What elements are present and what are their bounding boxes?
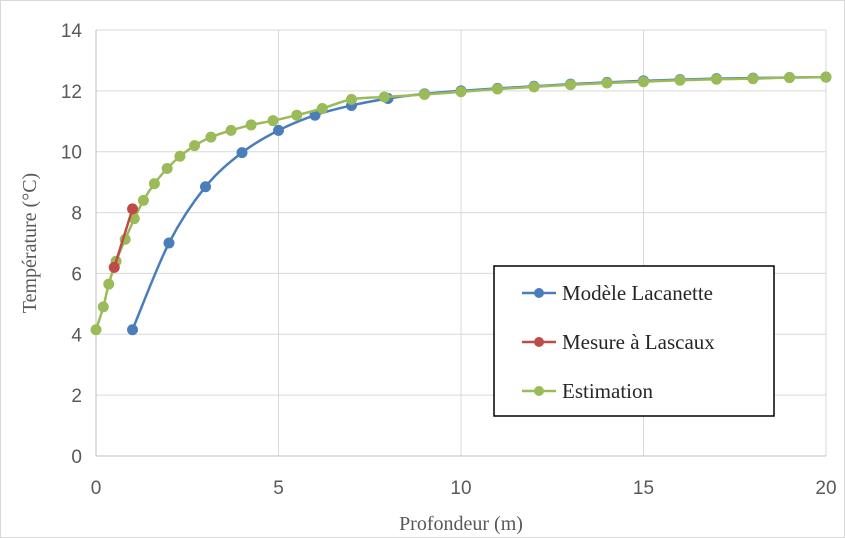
data-point <box>127 203 138 215</box>
data-point <box>236 147 248 159</box>
legend-label: Modèle Lacanette <box>562 281 713 305</box>
data-point <box>161 162 173 174</box>
data-point <box>674 74 686 86</box>
data-point <box>565 79 576 91</box>
y-tick-label: 0 <box>71 447 82 468</box>
x-tick-label: 10 <box>450 478 471 499</box>
legend-label: Estimation <box>562 379 653 403</box>
data-point <box>103 278 115 290</box>
data-point <box>245 119 257 131</box>
tick-labels: 0 2 4 6 8 10 12 14 0 5 10 15 20 <box>61 21 837 499</box>
data-point <box>108 261 120 273</box>
data-point <box>267 115 279 127</box>
y-tick-label: 8 <box>71 204 82 225</box>
data-point <box>638 76 649 88</box>
legend: Modèle Lacanette Mesure à Lascaux Estimati… <box>493 265 775 417</box>
y-tick-label: 10 <box>61 143 82 164</box>
axes <box>95 30 826 457</box>
data-point <box>711 73 722 85</box>
data-point <box>148 178 160 190</box>
data-point <box>747 73 759 85</box>
data-point <box>189 140 201 152</box>
data-point <box>174 150 186 162</box>
series-line <box>113 208 134 268</box>
data-point <box>820 71 832 83</box>
data-point <box>90 324 102 336</box>
legend-marker <box>534 288 544 298</box>
legend-label: Mesure à Lascaux <box>562 330 715 354</box>
data-point <box>528 81 540 93</box>
y-tick-label: 4 <box>71 325 82 346</box>
data-point <box>419 89 430 101</box>
y-tick-label: 6 <box>71 264 82 285</box>
series-mesure-a-lascaux <box>108 203 138 273</box>
data-point <box>273 124 284 136</box>
y-axis-title: Température (°C) <box>19 173 41 313</box>
data-point <box>127 324 138 336</box>
data-point <box>200 181 211 193</box>
data-point <box>97 301 109 313</box>
series-layer <box>90 71 832 336</box>
data-point <box>137 194 149 206</box>
data-point <box>784 71 795 83</box>
series-estimation <box>90 71 832 336</box>
y-tick-label: 14 <box>61 21 83 42</box>
x-tick-label: 0 <box>91 478 102 499</box>
legend-marker <box>534 337 544 347</box>
legend-marker <box>534 386 544 396</box>
data-point <box>378 91 390 103</box>
legend-entry: Mesure à Lascaux <box>522 330 715 354</box>
x-tick-label: 15 <box>633 478 654 499</box>
y-tick-label: 12 <box>61 82 82 103</box>
data-point <box>492 83 503 95</box>
data-point <box>163 237 175 249</box>
data-point <box>346 93 357 105</box>
x-axis-title: Profondeur (m) <box>399 513 523 535</box>
y-tick-label: 2 <box>71 386 82 407</box>
data-point <box>455 86 467 98</box>
data-point <box>205 131 217 143</box>
data-point <box>601 77 613 89</box>
data-point <box>291 109 303 121</box>
data-point <box>225 124 237 136</box>
x-tick-label: 20 <box>815 478 836 499</box>
legend-entry: Modèle Lacanette <box>522 281 713 305</box>
data-point <box>316 103 328 115</box>
x-tick-label: 5 <box>273 478 284 499</box>
legend-entry: Estimation <box>522 379 653 403</box>
